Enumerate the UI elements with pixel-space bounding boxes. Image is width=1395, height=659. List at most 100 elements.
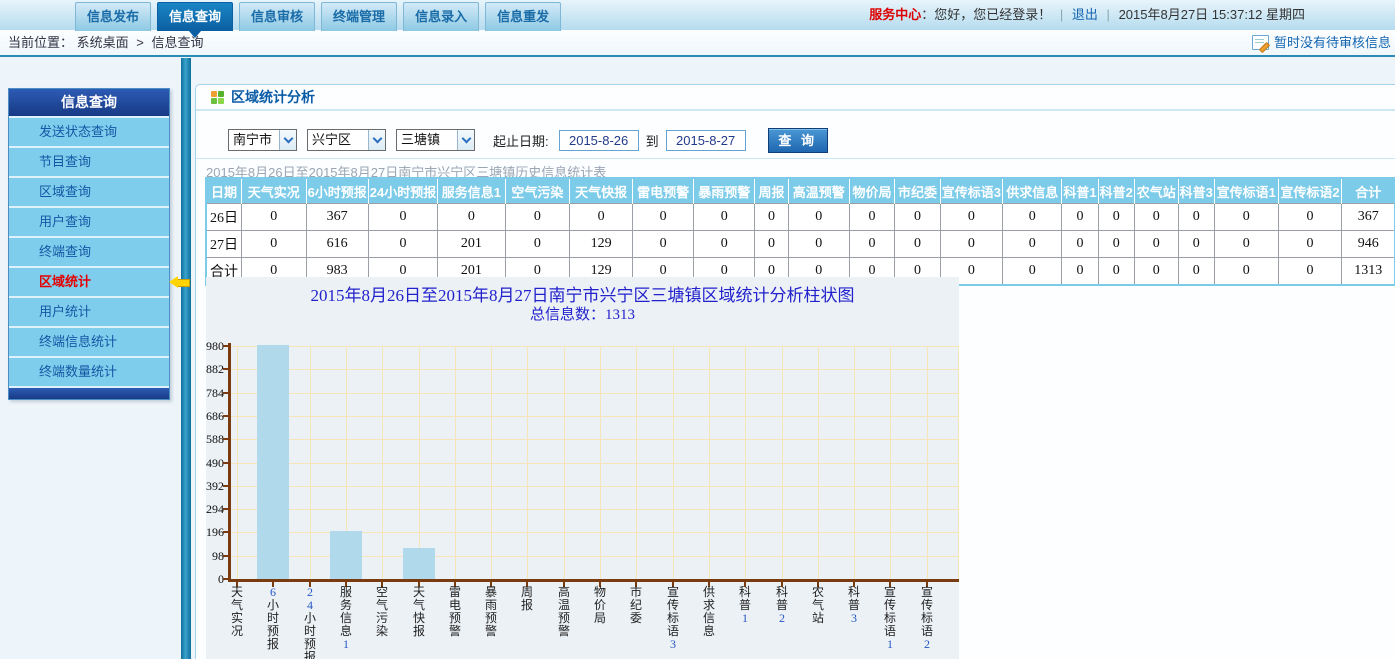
gridline-v	[958, 346, 959, 579]
note-pencil-icon	[1251, 35, 1269, 50]
gridline-v	[455, 346, 456, 579]
value-cell: 0	[1177, 230, 1215, 258]
district-select[interactable]: 兴宁区	[307, 129, 386, 151]
value-cell: 0	[1277, 203, 1343, 231]
date-to-input[interactable]: 2015-8-27	[665, 129, 746, 151]
gridline-v	[600, 346, 601, 579]
x-tick-label: 农气站	[811, 585, 824, 625]
x-tick	[526, 582, 528, 587]
sidebar-item-user-query[interactable]: 用户查询	[9, 208, 169, 238]
logout-link[interactable]: 退出	[1071, 7, 1098, 22]
query-button[interactable]: 查 询	[767, 127, 828, 153]
sidebar-item-user-stats[interactable]: 用户统计	[9, 298, 169, 328]
gridline-v	[673, 346, 674, 579]
value-cell: 0	[787, 203, 850, 231]
tab-info-publish[interactable]: 信息发布	[75, 2, 152, 31]
value-cell: 0	[504, 230, 571, 258]
value-cell: 0	[504, 203, 571, 231]
gridline-v	[382, 346, 383, 579]
column-header: 天气快报	[569, 178, 634, 204]
column-header: 科普2	[1098, 178, 1135, 204]
y-tick	[223, 531, 228, 533]
sidebar-item-terminal-info-stats[interactable]: 终端信息统计	[9, 328, 169, 358]
sidebar-item-terminal-query[interactable]: 终端查询	[9, 238, 169, 268]
y-tick-label: 784	[206, 386, 224, 400]
gridline-v	[890, 346, 891, 579]
table-row: 26日 0 367 0 0 0 0 0 0 0 0 0 0 0 0 0 0 0 0 0 0 367	[205, 203, 1395, 231]
x-tick	[490, 582, 492, 587]
value-cell: 0	[437, 203, 506, 231]
value-cell: 0	[569, 203, 634, 231]
to-label: 到	[645, 133, 659, 149]
sidebar-item-send-status-query[interactable]: 发送状态查询	[9, 118, 169, 148]
column-header: 宣传标语3	[940, 178, 1004, 204]
breadcrumb-home[interactable]: 系统桌面	[76, 35, 129, 50]
date-range-label: 起止日期:	[493, 133, 549, 149]
value-cell: 0	[1133, 257, 1179, 286]
y-tick-label: 98	[212, 549, 224, 563]
breadcrumb: 当前位置： 系统桌面 > 信息查询	[8, 30, 204, 55]
y-tick-label: 0	[218, 572, 224, 586]
sidebar-item-region-stats[interactable]: 区域统计	[9, 268, 169, 298]
y-tick-label: 392	[206, 479, 224, 493]
value-cell: 0	[1061, 203, 1099, 231]
bar-天气快报	[403, 548, 435, 579]
x-tick-label: 物价局	[593, 585, 606, 625]
column-header: 天气实况	[241, 178, 307, 204]
value-cell: 0	[754, 203, 789, 231]
gridline-v	[564, 346, 565, 579]
x-tick-label: 高温预警	[557, 585, 570, 638]
tab-info-audit[interactable]: 信息审核	[239, 2, 316, 31]
sidebar-footer	[9, 388, 169, 399]
x-tick-label: 暴雨预警	[484, 585, 497, 638]
chart-plot-area	[231, 345, 959, 579]
panel-title: 区域统计分析	[231, 89, 315, 105]
x-tick	[781, 582, 783, 587]
value-cell: 0	[1002, 230, 1063, 258]
y-tick-label: 196	[206, 525, 224, 539]
gridline-v	[782, 346, 783, 579]
column-header: 空气污染	[505, 178, 571, 204]
query-form: 南宁市 兴宁区 三塘镇 起止日期: 2015-8-26 到 2015-8-27 …	[196, 122, 1395, 159]
value-cell: 0	[894, 230, 941, 258]
sidebar-item-region-query[interactable]: 区域查询	[9, 178, 169, 208]
bar-chart: 2015年8月26日至2015年8月27日南宁市兴宁区三塘镇区域统计分析柱状图 …	[206, 277, 959, 659]
value-cell: 0	[240, 230, 307, 258]
audit-notice-text: 暂时没有待审核信息	[1273, 35, 1391, 50]
y-tick	[223, 508, 228, 510]
tab-terminal-manage[interactable]: 终端管理	[321, 2, 398, 31]
chevron-down-icon	[457, 130, 474, 150]
panel-divider	[181, 58, 191, 659]
x-tick-label: 供求信息	[702, 585, 715, 638]
value-cell: 0	[1097, 257, 1135, 286]
tab-info-query[interactable]: 信息查询	[157, 2, 234, 38]
city-select[interactable]: 南宁市	[228, 129, 297, 151]
column-header: 科普3	[1178, 178, 1215, 204]
sidebar-items: 发送状态查询 节目查询 区域查询 用户查询 终端查询 区域统计 用户统计 终端信息统计 终端数量…	[9, 118, 169, 388]
column-header: 服务信息1	[437, 178, 506, 204]
value-cell: 0	[939, 203, 1004, 231]
gridline-v	[527, 346, 528, 579]
y-tick	[223, 415, 228, 417]
tab-info-resend[interactable]: 信息重发	[485, 2, 562, 31]
town-select[interactable]: 三塘镇	[396, 129, 475, 151]
gridline-v	[818, 346, 819, 579]
x-tick	[563, 582, 565, 587]
panel-header: 区域统计分析	[196, 85, 1395, 111]
date-from-input[interactable]: 2015-8-26	[558, 129, 639, 151]
breadcrumb-separator: >	[136, 35, 144, 50]
user-info: 服务中心：您好，您已经登录！ | 退出 | 2015年8月27日 15:37:1…	[869, 0, 1305, 30]
chart-y-axis	[228, 343, 231, 582]
sidebar-item-program-query[interactable]: 节目查询	[9, 148, 169, 178]
x-tick-label: 天气快报	[412, 585, 425, 638]
gridline-v	[237, 346, 238, 579]
gridline-v	[745, 346, 746, 579]
audit-notice[interactable]: 暂时没有待审核信息	[1251, 30, 1391, 55]
sidebar-item-terminal-count-stats[interactable]: 终端数量统计	[9, 358, 169, 388]
gridline-v	[927, 346, 928, 579]
tab-info-entry[interactable]: 信息录入	[403, 2, 480, 31]
column-header: 物价局	[849, 178, 896, 204]
